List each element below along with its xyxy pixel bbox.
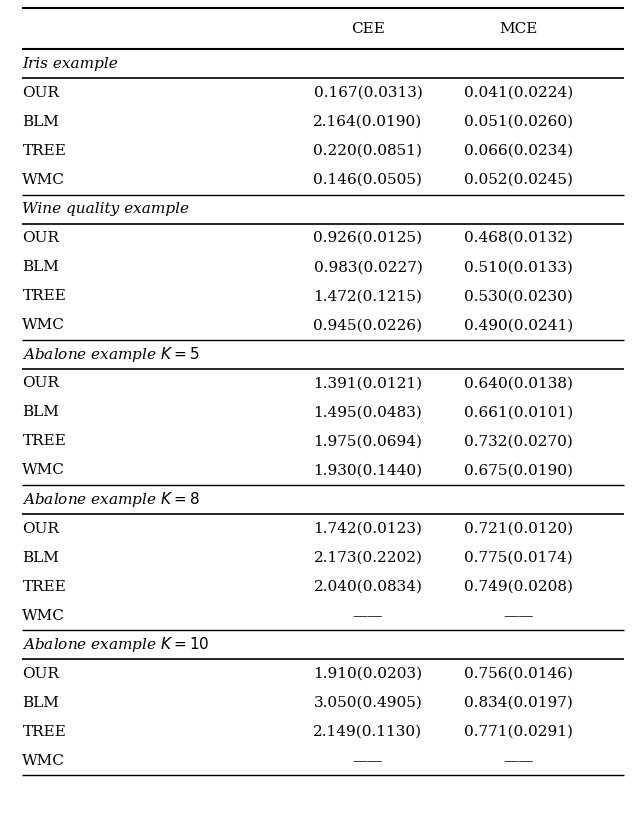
Text: 0.661(0.0101): 0.661(0.0101) bbox=[464, 405, 573, 419]
Text: 1.472(0.1215): 1.472(0.1215) bbox=[314, 289, 422, 303]
Text: BLM: BLM bbox=[22, 115, 60, 129]
Text: Abalone example $K=10$: Abalone example $K=10$ bbox=[22, 635, 210, 654]
Text: 0.066(0.0234): 0.066(0.0234) bbox=[464, 144, 573, 158]
Text: WMC: WMC bbox=[22, 173, 65, 187]
Text: 0.041(0.0224): 0.041(0.0224) bbox=[464, 86, 573, 100]
Text: WMC: WMC bbox=[22, 754, 65, 768]
Text: WMC: WMC bbox=[22, 463, 65, 478]
Text: 0.749(0.0208): 0.749(0.0208) bbox=[464, 579, 573, 594]
Text: TREE: TREE bbox=[22, 725, 67, 739]
Text: 0.220(0.0851): 0.220(0.0851) bbox=[314, 144, 422, 158]
Text: 0.675(0.0190): 0.675(0.0190) bbox=[464, 463, 573, 478]
Text: 0.732(0.0270): 0.732(0.0270) bbox=[464, 434, 573, 448]
Text: 0.771(0.0291): 0.771(0.0291) bbox=[464, 725, 573, 739]
Text: 2.040(0.0834): 2.040(0.0834) bbox=[314, 579, 422, 594]
Text: OUR: OUR bbox=[22, 522, 60, 535]
Text: TREE: TREE bbox=[22, 144, 67, 158]
Text: 1.391(0.0121): 1.391(0.0121) bbox=[314, 377, 422, 390]
Text: 0.530(0.0230): 0.530(0.0230) bbox=[464, 289, 573, 303]
Text: BLM: BLM bbox=[22, 696, 60, 710]
Text: 2.173(0.2202): 2.173(0.2202) bbox=[314, 550, 422, 564]
Text: 0.640(0.0138): 0.640(0.0138) bbox=[464, 377, 573, 390]
Text: ——: —— bbox=[503, 754, 534, 768]
Text: OUR: OUR bbox=[22, 86, 60, 100]
Text: 0.468(0.0132): 0.468(0.0132) bbox=[464, 231, 573, 245]
Text: 0.926(0.0125): 0.926(0.0125) bbox=[314, 231, 422, 245]
Text: Abalone example $K=5$: Abalone example $K=5$ bbox=[22, 345, 200, 364]
Text: CEE: CEE bbox=[351, 22, 385, 36]
Text: 0.146(0.0505): 0.146(0.0505) bbox=[314, 173, 422, 187]
Text: Iris example: Iris example bbox=[22, 57, 118, 71]
Text: ——: —— bbox=[353, 754, 383, 768]
Text: BLM: BLM bbox=[22, 261, 60, 274]
Text: 0.834(0.0197): 0.834(0.0197) bbox=[464, 696, 573, 710]
Text: TREE: TREE bbox=[22, 579, 67, 594]
Text: ——: —— bbox=[503, 609, 534, 623]
Text: 0.756(0.0146): 0.756(0.0146) bbox=[464, 667, 573, 681]
Text: 3.050(0.4905): 3.050(0.4905) bbox=[314, 696, 422, 710]
Text: 0.051(0.0260): 0.051(0.0260) bbox=[464, 115, 573, 129]
Text: 1.742(0.0123): 1.742(0.0123) bbox=[314, 522, 422, 535]
Text: 0.721(0.0120): 0.721(0.0120) bbox=[464, 522, 573, 535]
Text: OUR: OUR bbox=[22, 667, 60, 681]
Text: 1.910(0.0203): 1.910(0.0203) bbox=[314, 667, 422, 681]
Text: BLM: BLM bbox=[22, 550, 60, 564]
Text: 0.775(0.0174): 0.775(0.0174) bbox=[464, 550, 573, 564]
Text: WMC: WMC bbox=[22, 318, 65, 332]
Text: 0.983(0.0227): 0.983(0.0227) bbox=[314, 261, 422, 274]
Text: Wine quality example: Wine quality example bbox=[22, 202, 189, 216]
Text: 1.930(0.1440): 1.930(0.1440) bbox=[314, 463, 422, 478]
Text: Abalone example $K=8$: Abalone example $K=8$ bbox=[22, 490, 200, 509]
Text: 2.164(0.0190): 2.164(0.0190) bbox=[314, 115, 422, 129]
Text: 0.167(0.0313): 0.167(0.0313) bbox=[314, 86, 422, 100]
Text: 2.149(0.1130): 2.149(0.1130) bbox=[314, 725, 422, 739]
Text: 0.945(0.0226): 0.945(0.0226) bbox=[314, 318, 422, 332]
Text: TREE: TREE bbox=[22, 434, 67, 448]
Text: 0.052(0.0245): 0.052(0.0245) bbox=[464, 173, 573, 187]
Text: BLM: BLM bbox=[22, 405, 60, 419]
Text: 0.490(0.0241): 0.490(0.0241) bbox=[464, 318, 573, 332]
Text: 1.495(0.0483): 1.495(0.0483) bbox=[314, 405, 422, 419]
Text: MCE: MCE bbox=[499, 22, 538, 36]
Text: ——: —— bbox=[353, 609, 383, 623]
Text: OUR: OUR bbox=[22, 231, 60, 245]
Text: 0.510(0.0133): 0.510(0.0133) bbox=[464, 261, 573, 274]
Text: WMC: WMC bbox=[22, 609, 65, 623]
Text: OUR: OUR bbox=[22, 377, 60, 390]
Text: TREE: TREE bbox=[22, 289, 67, 303]
Text: 1.975(0.0694): 1.975(0.0694) bbox=[314, 434, 422, 448]
